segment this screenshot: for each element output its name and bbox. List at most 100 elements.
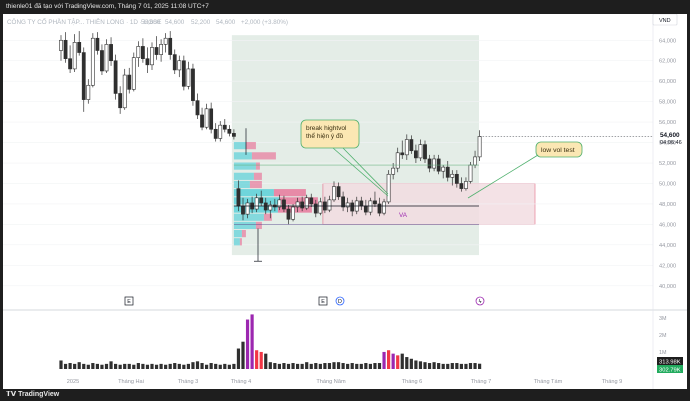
candle-body bbox=[327, 199, 332, 211]
breakout-callout[interactable]: break hightvol thể hiện ý đồ bbox=[300, 119, 389, 197]
profile-bar-pink bbox=[255, 162, 260, 170]
y-tick-label: 54,000 bbox=[659, 141, 676, 147]
volume-bar bbox=[91, 363, 95, 369]
price-chart[interactable]: 64,000 62,000 60,000 58,000 56,000 54,000 52,0… bbox=[3, 13, 687, 389]
event-marker[interactable]: E bbox=[124, 296, 134, 306]
brand-label: TradingView bbox=[18, 391, 60, 398]
x-tick-label: Tháng 7 bbox=[471, 379, 492, 385]
profile-bar-cyan bbox=[233, 152, 252, 160]
candle-body bbox=[341, 196, 346, 208]
volume-bar bbox=[314, 363, 318, 369]
candle-body bbox=[318, 201, 323, 214]
x-tick-label: Tháng 3 bbox=[178, 379, 199, 385]
profile-bar-pink bbox=[263, 213, 272, 221]
candle-body bbox=[122, 74, 127, 109]
candle-body bbox=[150, 47, 154, 66]
vol-tick-label: 3M bbox=[659, 316, 667, 322]
volume-bar bbox=[432, 362, 436, 369]
volume-bar bbox=[209, 363, 213, 369]
volume-bar bbox=[373, 363, 377, 369]
candle-body bbox=[86, 84, 91, 100]
volume-bar bbox=[350, 363, 354, 369]
volume-bar bbox=[264, 353, 268, 369]
candle-body bbox=[391, 167, 396, 175]
candle-body bbox=[127, 74, 132, 90]
profile-bar-cyan bbox=[233, 238, 240, 246]
volume-bar bbox=[236, 348, 241, 369]
profile-bar-cyan bbox=[233, 213, 264, 221]
volume-bars-layer bbox=[59, 314, 482, 369]
lowvol-callout[interactable]: low vol test bbox=[467, 141, 583, 199]
event-marker[interactable]: ϟ bbox=[475, 296, 485, 306]
y-tick-label: 40,000 bbox=[659, 284, 676, 290]
event-marker-letter: E bbox=[321, 299, 325, 305]
volume-badges: 313.98K 302.79K bbox=[657, 357, 683, 374]
candle-body bbox=[95, 37, 100, 51]
candle-body bbox=[168, 37, 173, 55]
candle-body bbox=[195, 100, 200, 116]
candle-body bbox=[277, 199, 282, 208]
currency-label: VND bbox=[659, 18, 671, 24]
volume-bar bbox=[332, 362, 336, 369]
candle-body bbox=[113, 60, 118, 94]
volume-bar bbox=[291, 363, 295, 369]
x-tick-label: Tháng Năm bbox=[316, 379, 346, 385]
candle-body bbox=[72, 42, 77, 70]
candle-body bbox=[236, 188, 241, 207]
candle-body bbox=[477, 136, 482, 158]
volume-bar bbox=[273, 363, 277, 369]
event-marker-letter: D bbox=[338, 299, 342, 305]
profile-bar-pink bbox=[279, 197, 318, 205]
candle-body bbox=[382, 201, 386, 214]
x-tick-label: Tháng Hai bbox=[118, 379, 144, 385]
y-tick-label: 42,000 bbox=[659, 263, 676, 269]
volume-bar bbox=[195, 361, 200, 369]
candle-body bbox=[368, 200, 373, 213]
grid-layer bbox=[3, 14, 687, 389]
footer-bar: 𝗧𝗩 TradingView bbox=[0, 389, 690, 401]
vol-tick-label: 2M bbox=[659, 333, 667, 339]
candle-body bbox=[409, 139, 414, 152]
profile-bar-cyan bbox=[233, 180, 250, 189]
volume-bar bbox=[396, 355, 400, 369]
candle-body bbox=[241, 205, 245, 215]
volume-bar bbox=[382, 351, 386, 369]
price-badges: 54,600 04:06:46 bbox=[660, 132, 682, 146]
event-marker-box bbox=[124, 296, 134, 306]
candle-body bbox=[413, 150, 418, 159]
candle-body bbox=[454, 173, 459, 184]
event-marker-letter: E bbox=[127, 299, 131, 305]
volume-bar bbox=[341, 363, 345, 369]
profile-bar-pink bbox=[249, 180, 262, 189]
caption-text: thienle01 đã tạo với TradingView.com, Th… bbox=[6, 3, 209, 10]
volume-bar bbox=[355, 363, 359, 369]
candle-body bbox=[464, 181, 468, 189]
candle-body bbox=[177, 60, 182, 71]
volume-bar bbox=[255, 350, 259, 369]
volume-bar bbox=[114, 363, 118, 369]
chart-panel[interactable]: 64,000 62,000 60,000 58,000 56,000 54,000 52,0… bbox=[3, 13, 687, 391]
volume-bar bbox=[427, 363, 432, 369]
currency-badge[interactable] bbox=[652, 13, 678, 26]
tradingview-logo[interactable]: 𝗧𝗩 TradingView bbox=[6, 390, 59, 398]
candle-body bbox=[209, 108, 214, 130]
y-tick-label: 60,000 bbox=[659, 79, 676, 85]
y-tick-label: 44,000 bbox=[659, 243, 676, 249]
candle-body bbox=[154, 47, 159, 55]
candles-layer bbox=[59, 31, 482, 225]
candle-body bbox=[200, 114, 204, 128]
volume-bar bbox=[409, 358, 413, 369]
countdown-label: 04:06:46 bbox=[660, 140, 682, 146]
candle-body bbox=[213, 128, 218, 139]
candle-body bbox=[181, 60, 186, 87]
volume-bar bbox=[441, 363, 445, 369]
volume-bar bbox=[127, 363, 131, 369]
candle-body bbox=[259, 197, 264, 204]
y-tick-label: 46,000 bbox=[659, 222, 676, 228]
volume-bar bbox=[132, 364, 136, 369]
candle-body bbox=[141, 46, 145, 59]
volume-bar bbox=[68, 363, 72, 369]
event-marker[interactable]: D bbox=[335, 296, 345, 306]
event-marker[interactable]: E bbox=[318, 296, 328, 306]
